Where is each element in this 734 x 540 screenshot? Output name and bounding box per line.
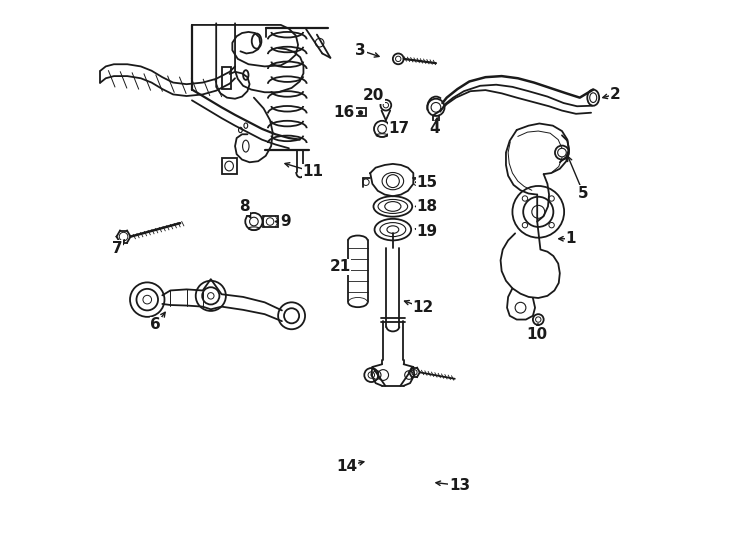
Text: 5: 5 bbox=[578, 186, 589, 201]
Text: 10: 10 bbox=[526, 327, 548, 342]
Circle shape bbox=[358, 111, 363, 115]
Text: 17: 17 bbox=[389, 122, 410, 137]
Text: 13: 13 bbox=[449, 478, 470, 493]
Text: 21: 21 bbox=[330, 259, 351, 274]
FancyBboxPatch shape bbox=[263, 216, 277, 227]
Text: 15: 15 bbox=[417, 175, 438, 190]
Text: 4: 4 bbox=[429, 122, 440, 137]
FancyBboxPatch shape bbox=[355, 108, 366, 116]
Text: 3: 3 bbox=[355, 43, 366, 58]
Text: 20: 20 bbox=[363, 88, 384, 103]
Circle shape bbox=[558, 148, 567, 157]
Text: 16: 16 bbox=[334, 105, 355, 120]
Text: 14: 14 bbox=[336, 458, 357, 474]
Text: 1: 1 bbox=[565, 231, 576, 246]
Text: 8: 8 bbox=[239, 199, 250, 214]
Text: 12: 12 bbox=[413, 300, 434, 315]
Text: 6: 6 bbox=[150, 318, 161, 333]
Text: 9: 9 bbox=[280, 214, 291, 229]
Text: 11: 11 bbox=[302, 165, 324, 179]
Text: 2: 2 bbox=[609, 87, 620, 102]
Text: 18: 18 bbox=[417, 199, 438, 214]
Text: 19: 19 bbox=[417, 224, 438, 239]
Text: 7: 7 bbox=[112, 241, 123, 256]
